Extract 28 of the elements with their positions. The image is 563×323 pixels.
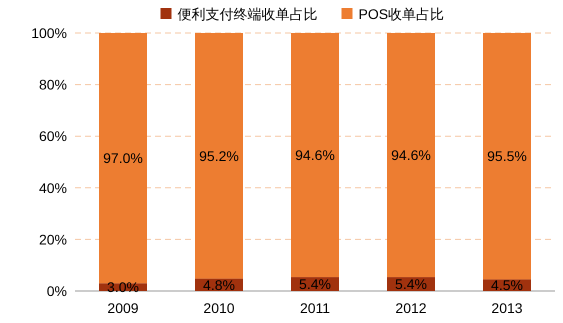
x-tick-label: 2011 xyxy=(300,300,330,316)
y-tick-label: 0% xyxy=(46,283,67,299)
x-tick-label: 2013 xyxy=(491,300,523,316)
bar xyxy=(483,33,531,280)
y-tick-label: 100% xyxy=(31,25,67,41)
x-tick-label: 2009 xyxy=(107,300,139,316)
bar xyxy=(387,33,435,278)
legend-label: POS收单占比 xyxy=(358,6,444,22)
bar xyxy=(195,33,243,279)
y-tick-label: 20% xyxy=(38,231,67,248)
data-label: 4.5% xyxy=(491,277,523,294)
data-label: 4.8% xyxy=(203,276,235,293)
legend-label: 便利支付终端收单占比 xyxy=(178,6,318,22)
data-label: 95.2% xyxy=(199,148,239,164)
data-label: 97.0% xyxy=(103,150,143,166)
data-label: 94.6% xyxy=(391,147,431,164)
data-label: 3.0% xyxy=(107,279,139,296)
y-tick-label: 60% xyxy=(38,128,67,144)
bar xyxy=(291,33,339,278)
x-tick-label: 2010 xyxy=(203,300,235,316)
data-label: 5.4% xyxy=(299,276,331,292)
y-tick-label: 40% xyxy=(38,180,67,196)
data-label: 5.4% xyxy=(395,276,427,292)
data-label: 95.5% xyxy=(487,148,527,164)
x-tick-label: 2012 xyxy=(395,300,427,316)
y-tick-label: 80% xyxy=(38,76,67,93)
data-label: 94.6% xyxy=(295,147,335,164)
bar xyxy=(99,33,147,284)
